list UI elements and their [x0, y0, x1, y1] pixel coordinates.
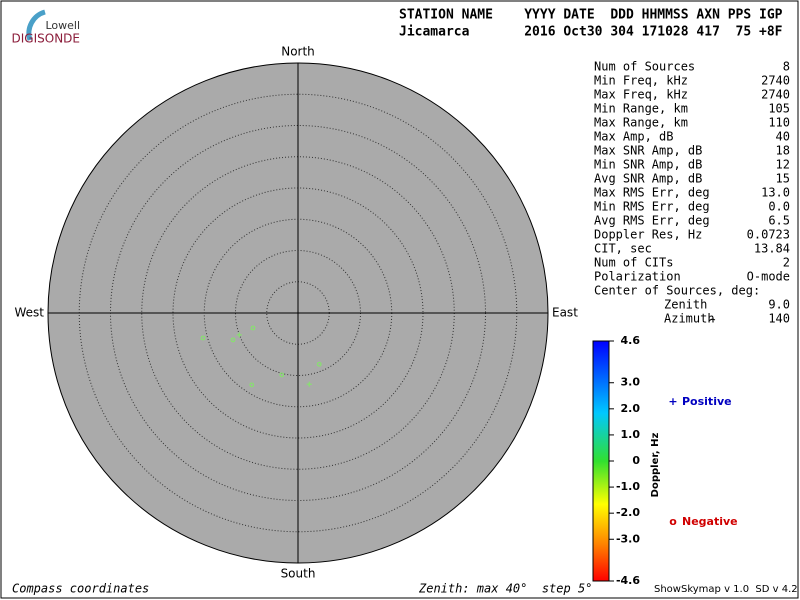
- header-columns: STATION NAME YYYY DATE DDD HHMMSS AXN PP…: [399, 8, 783, 23]
- stat-label: Min RMS Err, deg: [594, 200, 710, 214]
- stat-value: 13.0: [761, 186, 790, 200]
- logo-bottom: DIGISONDE: [12, 32, 80, 46]
- stat-value: 0.0723: [747, 228, 790, 242]
- colorbar-tick-label: -1.0: [616, 480, 640, 493]
- stat-value: 105: [768, 102, 790, 116]
- stat-value: 0.0: [768, 200, 790, 214]
- stat-label: Zenith: [664, 298, 707, 312]
- stat-value: 2740: [761, 88, 790, 102]
- source-point: [200, 335, 206, 341]
- logo-arc: [26, 9, 46, 41]
- source-point: [249, 382, 255, 388]
- colorbar-tick-label: 2.0: [621, 402, 641, 415]
- source-point: [236, 332, 242, 338]
- colorbar-tick-label: 3.0: [621, 376, 641, 389]
- colorbar-tick-label: 4.6: [621, 334, 641, 347]
- logo-top: Lowell: [45, 19, 80, 32]
- stat-value: 15: [776, 172, 790, 186]
- colorbar-tick-label: 1.0: [621, 428, 641, 441]
- stat-label: Num of Sources: [594, 60, 695, 74]
- stat-label: Min SNR Amp, dB: [594, 158, 702, 172]
- stat-label: Min Freq, kHz: [594, 74, 688, 88]
- stat-value: O-mode: [747, 270, 790, 284]
- stat-value: 40: [776, 130, 790, 144]
- source-point: [316, 361, 322, 367]
- stat-label: Center of Sources, deg:: [594, 284, 760, 298]
- legend-label: Positive: [682, 395, 732, 408]
- stat-label: Min Range, km: [594, 102, 688, 116]
- stat-value: 6.5: [768, 214, 790, 228]
- stat-label: Max RMS Err, deg: [594, 186, 710, 200]
- stat-label: Max Freq, kHz: [594, 88, 688, 102]
- stat-value: 110: [768, 116, 790, 130]
- stat-value: 13.84: [754, 242, 790, 256]
- colorbar-tick-label: -4.6: [616, 574, 640, 587]
- colorbar: [592, 340, 610, 582]
- stat-label: Max SNR Amp, dB: [594, 144, 702, 158]
- source-point: [230, 337, 236, 343]
- stat-value: 8: [783, 60, 790, 74]
- stat-label: CIT, sec: [594, 242, 652, 256]
- direction-east: East: [552, 306, 578, 320]
- stat-value: 9.0: [768, 298, 790, 312]
- stat-label: Doppler Res, Hz: [594, 228, 702, 242]
- colorbar-tick-label: -2.0: [616, 506, 640, 519]
- stat-label: Azimuth: [664, 312, 715, 326]
- legend-symbol: o: [669, 515, 677, 528]
- azimuth-icon: [708, 318, 716, 322]
- stat-label: Max Range, km: [594, 116, 688, 130]
- source-point: [306, 381, 312, 387]
- stat-value: 2: [783, 256, 790, 270]
- colorbar-label: Doppler, Hz: [650, 433, 661, 498]
- header-values: Jicamarca 2016 Oct30 304 171028 417 75 +…: [399, 25, 783, 40]
- stat-label: Avg RMS Err, deg: [594, 214, 710, 228]
- stat-label: Avg SNR Amp, dB: [594, 172, 702, 186]
- stat-value: 2740: [761, 74, 790, 88]
- stat-label: Max Amp, dB: [594, 130, 673, 144]
- direction-north: North: [281, 45, 315, 59]
- source-point: [250, 325, 256, 331]
- source-point: [279, 372, 285, 378]
- legend-symbol: +: [668, 395, 677, 408]
- legend-label: Negative: [682, 515, 738, 528]
- stat-value: 140: [768, 312, 790, 326]
- stat-value: 12: [776, 158, 790, 172]
- colorbar-tick-label: -3.0: [616, 532, 640, 545]
- direction-south: South: [281, 567, 316, 581]
- footer-center: Zenith: max 40° step 5°: [418, 582, 592, 596]
- footer-left: Compass coordinates: [12, 582, 149, 596]
- stat-label: Polarization: [594, 270, 681, 284]
- footer-right: ShowSkymap v 1.0 SD v 4.2: [654, 584, 798, 595]
- stat-label: Num of CITs: [594, 256, 673, 270]
- colorbar-tick-label: 0: [632, 454, 640, 467]
- direction-west: West: [14, 306, 44, 320]
- stat-value: 18: [776, 144, 790, 158]
